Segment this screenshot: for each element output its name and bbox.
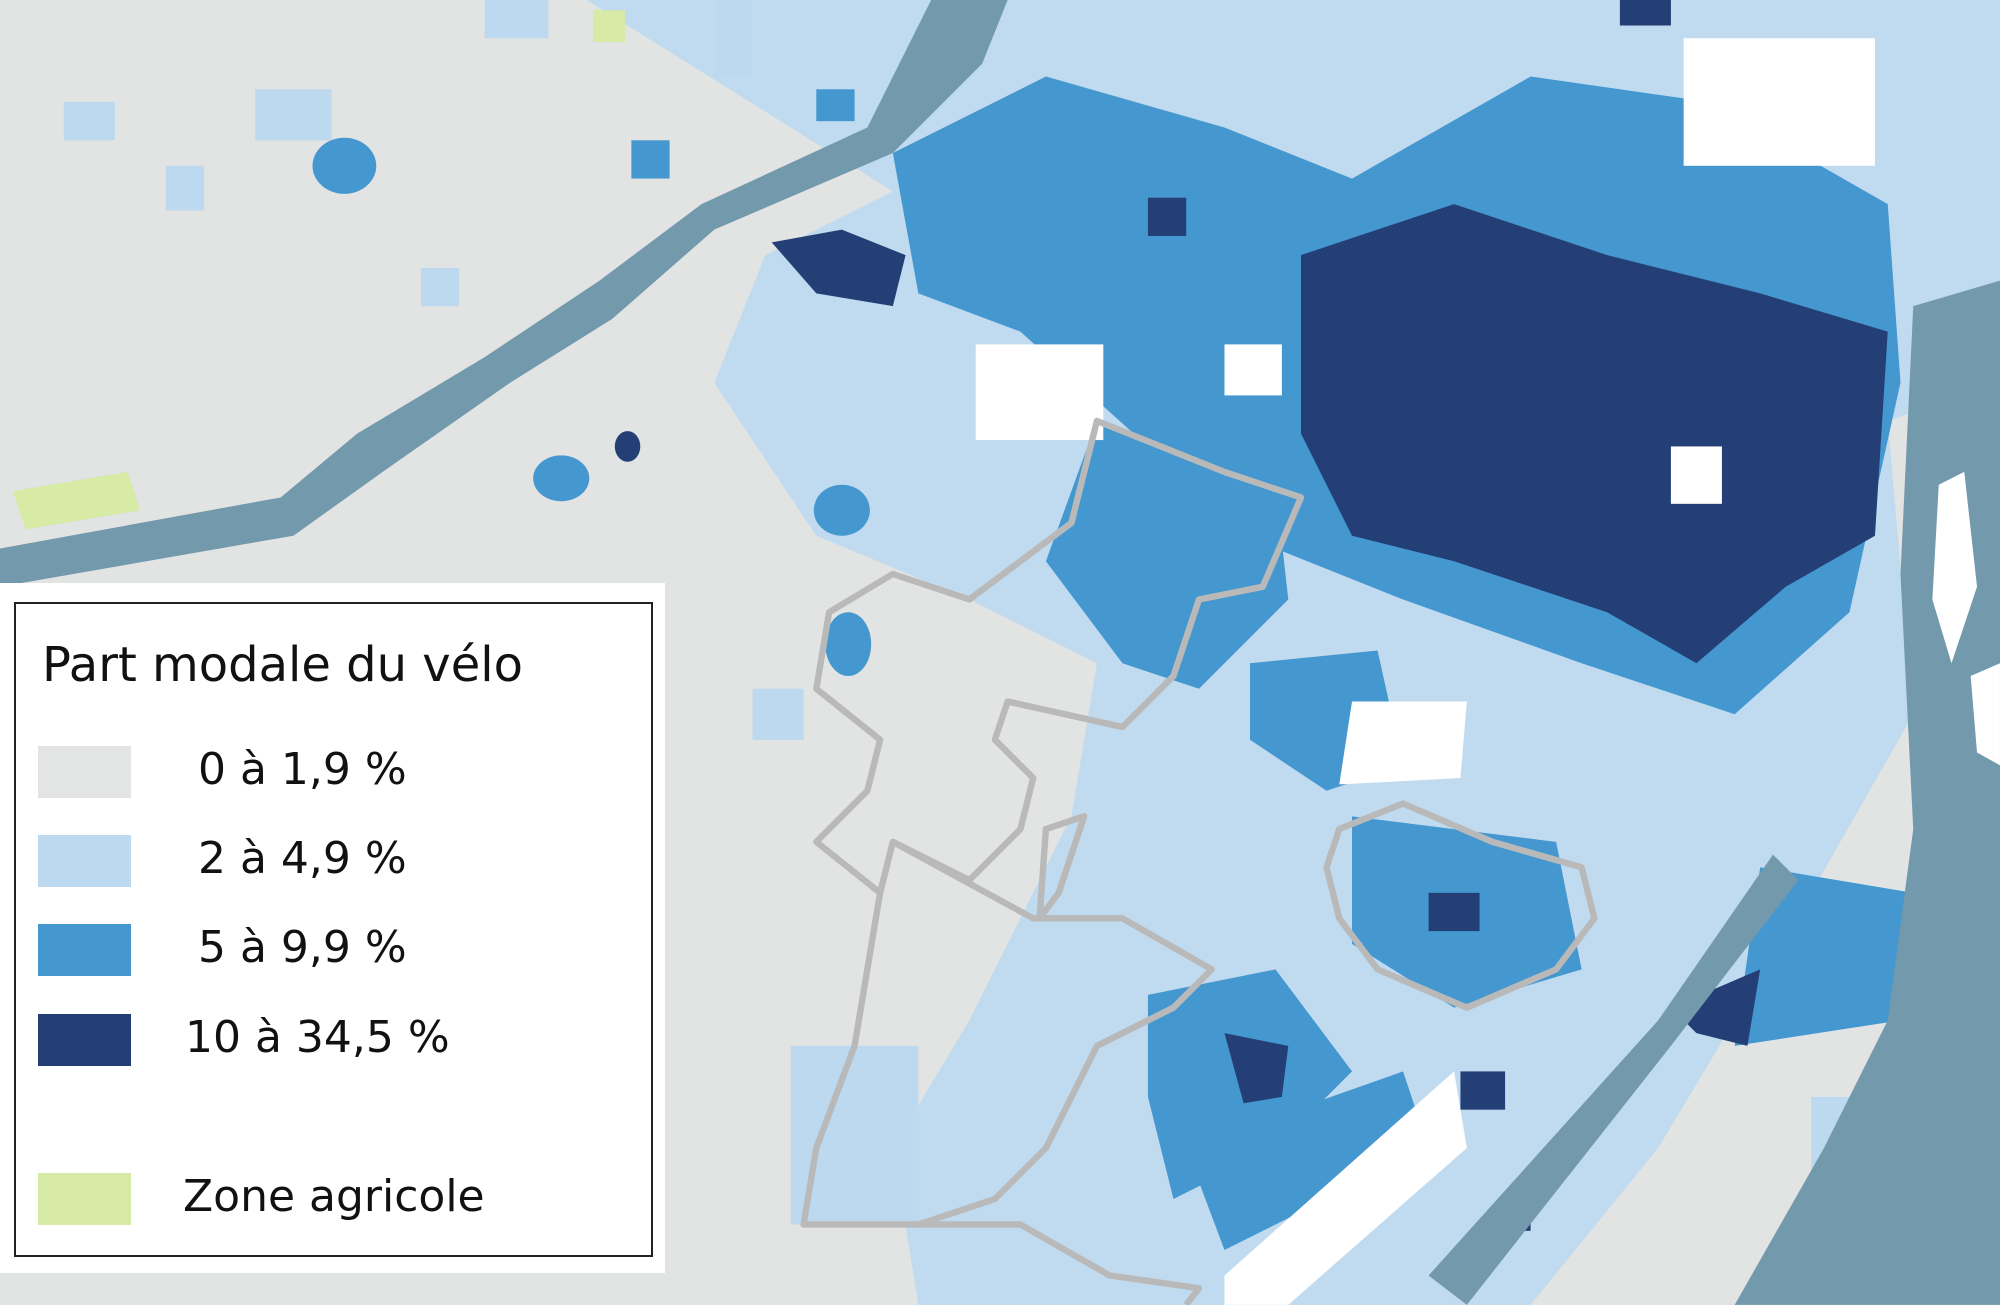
legend-label: 10 à 34,5 %: [185, 1012, 450, 1063]
island: [1932, 471, 2000, 766]
boundary: [800, 417, 1598, 1305]
legend-swatch: [38, 835, 131, 887]
legend-label: Zone agricole: [183, 1171, 485, 1222]
legend-label: 0 à 1,9 %: [198, 744, 407, 795]
legend-label: 2 à 4,9 %: [198, 833, 407, 884]
legend-swatch: [38, 746, 131, 798]
legend-title: Part modale du vélo: [42, 637, 523, 693]
legend-label: 5 à 9,9 %: [198, 922, 407, 973]
no-data: [975, 38, 1875, 1305]
agri-zone: [12, 10, 625, 530]
legend-swatch: [38, 1014, 131, 1066]
legend-swatch: [38, 924, 131, 976]
legend: Part modale du vélo 0 à 1,9 % 2 à 4,9 % 5 …: [0, 583, 665, 1273]
legend-swatch: [38, 1173, 131, 1225]
